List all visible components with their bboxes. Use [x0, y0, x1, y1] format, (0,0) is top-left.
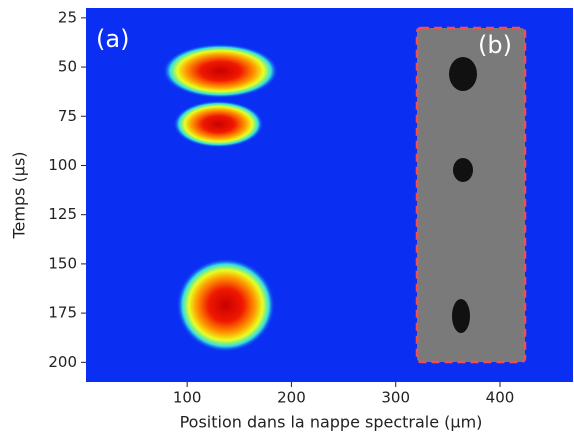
y-tick-label: 175: [48, 304, 77, 322]
inset-frame: [415, 26, 527, 364]
spot: [173, 100, 264, 148]
y-tick-label: 25: [58, 8, 77, 26]
y-tick-label: 75: [58, 107, 77, 125]
y-tick-label: 100: [48, 156, 77, 174]
y-tick-label: 150: [48, 254, 77, 272]
inset-dot: [453, 158, 473, 182]
panel-label: (b): [478, 31, 512, 59]
inset-dot: [452, 299, 470, 333]
inset-dot: [449, 57, 477, 91]
spot: [176, 258, 275, 352]
y-axis-label: Temps (µs): [10, 151, 29, 239]
x-axis-label: Position dans la nappe spectrale (µm): [180, 413, 483, 432]
spot: [162, 43, 279, 99]
inset: [415, 26, 527, 364]
y-tick-label: 200: [48, 353, 77, 371]
spots: [162, 43, 279, 352]
x-tick-label: 100: [173, 389, 202, 407]
x-tick-label: 200: [277, 389, 306, 407]
panel-label: (a): [96, 25, 129, 53]
x-tick-label: 300: [381, 389, 410, 407]
x-tick-label: 400: [486, 389, 515, 407]
y-tick-label: 125: [48, 205, 77, 223]
y-tick-label: 50: [58, 58, 77, 76]
